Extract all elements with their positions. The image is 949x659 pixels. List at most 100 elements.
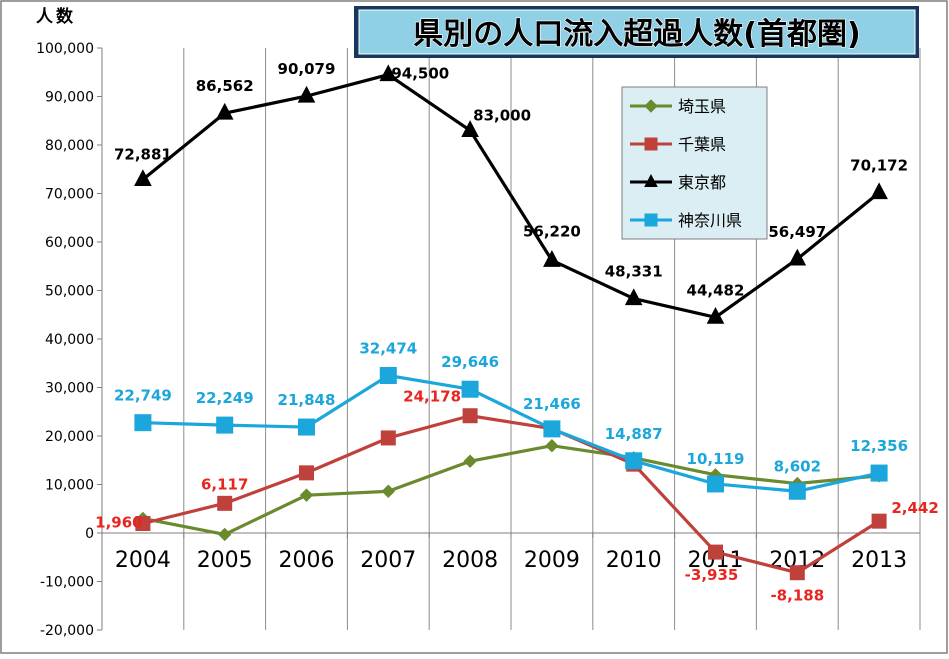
data-label: 32,474 [359, 340, 417, 358]
series-2-point [379, 64, 398, 82]
data-label: 1,960 [95, 513, 142, 531]
x-tick-label: 2007 [360, 548, 416, 573]
legend-marker-2 [644, 174, 658, 187]
data-label: 56,497 [768, 223, 826, 241]
y-tick-label: 60,000 [45, 235, 94, 251]
y-tick-label: 40,000 [45, 332, 94, 348]
x-tick-label: 2008 [442, 548, 498, 573]
series-3-point [461, 380, 479, 398]
series-1-point [789, 565, 805, 581]
axis-layer: -20,000 -10,000 0 10,000 20,000 30,000 40,000 5… [36, 41, 920, 639]
series-3-point [543, 420, 561, 438]
data-label: -8,188 [770, 587, 824, 605]
series-layer [134, 64, 888, 581]
series-2-point [297, 85, 316, 103]
series-line-0 [142, 444, 880, 537]
y-tick-label: 50,000 [45, 284, 94, 300]
x-tick-label: 2009 [524, 548, 580, 573]
series-1-point [135, 515, 151, 531]
series-3-point [134, 414, 152, 432]
data-label: 22,249 [196, 389, 254, 407]
series-3-point [788, 482, 806, 500]
y-tick-label: 100,000 [36, 41, 94, 57]
series-line-2 [141, 73, 881, 319]
y-tick-label: 0 [85, 526, 94, 542]
x-tick-label: 2004 [115, 548, 171, 573]
legend-label-0: 埼玉県 [678, 97, 726, 116]
series-2-point [461, 120, 479, 137]
data-label: 21,466 [523, 395, 581, 413]
series-2-point [624, 288, 643, 306]
data-label: 21,848 [278, 391, 336, 409]
series-2-point [706, 306, 725, 324]
data-label: 6,117 [201, 475, 248, 493]
data-label: -3,935 [685, 566, 739, 584]
data-label: 56,220 [523, 222, 581, 240]
legend-label-3: 神奈川県 [678, 211, 742, 230]
series-3-point [379, 367, 397, 385]
data-label: 70,172 [850, 157, 908, 175]
series-1-point [299, 465, 314, 481]
data-label: 48,331 [605, 263, 663, 281]
x-tick-label: 2006 [279, 548, 335, 573]
series-1-point [217, 495, 233, 511]
data-label: 10,119 [687, 450, 745, 468]
y-tick-label: 80,000 [45, 138, 94, 154]
series-1-point [708, 544, 723, 560]
y-tick-label: 70,000 [45, 187, 94, 203]
series-2-point [870, 182, 888, 200]
series-3-point [625, 452, 643, 470]
series-2-point [215, 102, 234, 120]
series-2-point [788, 248, 807, 266]
series-0-point [217, 527, 232, 542]
data-label: 8,602 [774, 457, 821, 475]
y-tick-label: 90,000 [45, 90, 94, 106]
y-tick-label: 20,000 [45, 429, 94, 445]
legend-label-2: 東京都 [678, 173, 726, 192]
series-0-point [381, 484, 396, 498]
legend-marker-3 [644, 213, 658, 227]
data-label: 83,000 [473, 106, 531, 124]
data-label: 14,887 [605, 425, 663, 443]
data-label: 86,562 [196, 77, 254, 95]
series-3-point [298, 418, 315, 436]
data-label: 90,079 [278, 60, 336, 78]
data-label: 72,881 [114, 146, 172, 164]
legend-marker-0 [644, 99, 658, 113]
y-tick-label: -20,000 [40, 623, 94, 639]
data-label: 12,356 [850, 437, 908, 455]
series-3-point [870, 464, 888, 482]
x-tick-label: 2010 [606, 548, 662, 573]
data-label: 29,646 [441, 353, 499, 371]
data-label: 94,500 [391, 65, 449, 83]
series-line-1 [142, 414, 880, 575]
chart-title: 県別の人口流入超過人数(首都圏) [413, 17, 860, 52]
series-0-point [299, 488, 314, 502]
series-1-point [462, 408, 478, 424]
y-tick-label: -10,000 [40, 575, 94, 591]
series-0-point [545, 438, 559, 453]
data-label-layer: 1,960 6,117 24,178 -3,935 -8,188 2,442 72,881 8… [95, 60, 939, 605]
series-1-point [871, 513, 887, 529]
series-2-point [134, 169, 152, 187]
series-3-point [216, 416, 234, 434]
series-line-3 [142, 373, 880, 493]
legend-marker-1 [644, 137, 658, 151]
y-tick-label: 30,000 [45, 381, 94, 397]
data-label: 24,178 [403, 388, 461, 406]
x-tick-label: 2005 [197, 548, 253, 573]
title-box: 県別の人口流入超過人数(首都圏) [354, 6, 919, 58]
series-1-point [380, 430, 396, 446]
y-axis-label: 人数 [36, 6, 76, 27]
series-0-point [463, 454, 477, 468]
data-label: 22,749 [114, 387, 172, 405]
series-2-point [543, 250, 561, 267]
x-tick-label: 2013 [851, 548, 907, 573]
data-label: 44,482 [687, 281, 745, 299]
y-tick-label: 10,000 [45, 478, 94, 494]
